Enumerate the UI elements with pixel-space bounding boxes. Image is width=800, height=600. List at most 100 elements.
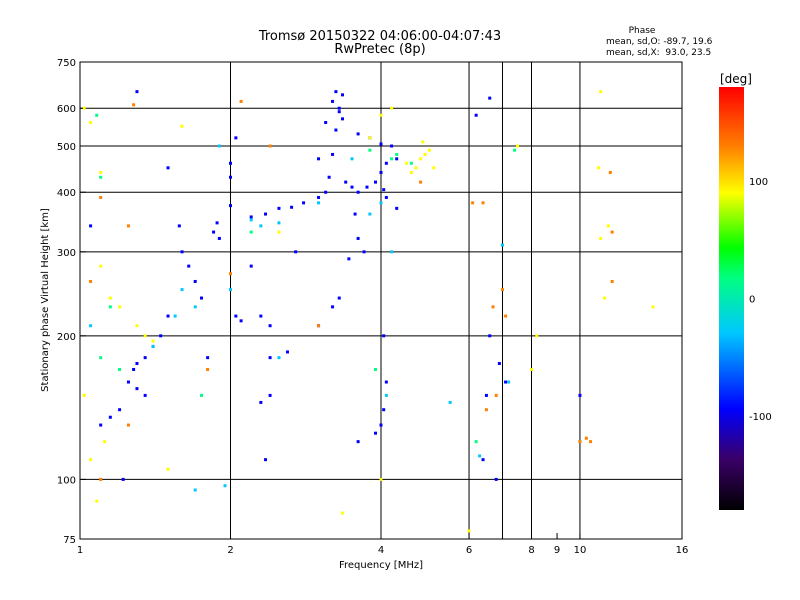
data-point bbox=[89, 458, 93, 462]
data-point bbox=[334, 128, 338, 132]
data-point bbox=[200, 393, 204, 397]
data-point bbox=[135, 324, 139, 328]
data-point bbox=[126, 224, 130, 228]
data-point bbox=[390, 144, 394, 148]
data-point bbox=[610, 230, 614, 234]
data-point bbox=[390, 250, 394, 254]
data-point bbox=[229, 288, 232, 292]
data-point bbox=[471, 201, 475, 205]
y-tick-label: 300 bbox=[57, 248, 76, 259]
data-point bbox=[215, 221, 219, 225]
data-point bbox=[223, 484, 227, 488]
data-point bbox=[347, 257, 351, 261]
data-point bbox=[259, 314, 263, 318]
data-point bbox=[277, 230, 281, 234]
data-point bbox=[578, 440, 582, 444]
data-point bbox=[597, 166, 601, 170]
data-point bbox=[180, 288, 184, 292]
data-point bbox=[99, 477, 103, 481]
colorbar bbox=[719, 87, 744, 510]
data-point bbox=[337, 106, 341, 110]
data-point bbox=[331, 305, 335, 309]
data-point bbox=[229, 161, 232, 165]
data-point bbox=[177, 224, 181, 228]
data-point bbox=[379, 170, 383, 174]
data-point bbox=[356, 132, 360, 136]
data-point bbox=[89, 224, 93, 228]
data-point bbox=[379, 423, 383, 427]
data-point bbox=[132, 103, 136, 107]
data-point bbox=[374, 367, 378, 371]
data-point bbox=[103, 440, 107, 444]
data-point bbox=[651, 305, 655, 309]
data-point bbox=[337, 296, 341, 300]
data-point bbox=[474, 113, 478, 117]
data-point bbox=[478, 454, 482, 458]
data-point bbox=[118, 408, 122, 412]
data-point bbox=[390, 157, 394, 161]
data-point bbox=[384, 161, 388, 165]
data-point bbox=[135, 387, 139, 391]
data-point bbox=[481, 458, 485, 462]
data-point bbox=[173, 314, 177, 318]
data-point bbox=[277, 221, 281, 225]
y-tick-label: 500 bbox=[57, 142, 76, 153]
data-point bbox=[99, 356, 103, 360]
y-tick-label: 200 bbox=[57, 332, 76, 343]
data-point bbox=[515, 144, 519, 148]
data-point bbox=[395, 206, 399, 210]
data-point bbox=[82, 393, 86, 397]
data-point bbox=[350, 157, 354, 161]
data-point bbox=[259, 224, 263, 228]
x-tick-label: 4 bbox=[378, 545, 384, 556]
data-point bbox=[368, 212, 372, 216]
data-point bbox=[384, 393, 388, 397]
data-point bbox=[234, 314, 238, 318]
data-point bbox=[95, 499, 99, 503]
data-point bbox=[206, 367, 210, 371]
data-point bbox=[365, 185, 369, 189]
data-point bbox=[121, 477, 125, 481]
y-tick-label: 75 bbox=[63, 535, 76, 546]
data-point bbox=[530, 367, 533, 371]
data-point bbox=[599, 90, 603, 94]
data-point bbox=[143, 356, 147, 360]
data-point bbox=[356, 236, 360, 240]
data-point bbox=[494, 393, 498, 397]
data-point bbox=[356, 190, 360, 194]
data-point bbox=[89, 121, 93, 125]
phase-stats-title: Phase bbox=[629, 26, 656, 36]
data-point bbox=[362, 250, 366, 254]
data-point bbox=[379, 142, 383, 146]
data-point bbox=[608, 170, 612, 174]
data-point bbox=[589, 440, 593, 444]
data-point bbox=[368, 136, 372, 140]
data-point bbox=[118, 367, 122, 371]
data-point bbox=[212, 230, 216, 234]
data-point bbox=[427, 148, 431, 152]
data-point bbox=[277, 206, 281, 210]
x-tick-label: 10 bbox=[574, 545, 587, 556]
data-point bbox=[268, 393, 272, 397]
data-point bbox=[610, 279, 614, 283]
data-point bbox=[395, 157, 399, 161]
data-point bbox=[239, 99, 243, 103]
data-point bbox=[187, 264, 191, 268]
data-point bbox=[264, 212, 268, 216]
x-tick-label: 9 bbox=[554, 545, 560, 556]
data-point bbox=[324, 121, 328, 125]
data-point bbox=[327, 175, 331, 179]
data-point bbox=[484, 408, 488, 412]
data-point bbox=[421, 140, 425, 144]
data-point bbox=[379, 113, 383, 117]
data-point bbox=[126, 423, 130, 427]
data-point bbox=[200, 296, 204, 300]
data-point bbox=[302, 201, 306, 205]
axis-ticks: 1 2 4 6 8 9 10 16 75 100 200 300 400 500 600 750 bbox=[57, 58, 688, 556]
data-point bbox=[268, 324, 272, 328]
data-point bbox=[497, 361, 501, 365]
data-point bbox=[494, 477, 498, 481]
data-point bbox=[331, 152, 335, 156]
y-tick-label: 400 bbox=[57, 188, 76, 199]
